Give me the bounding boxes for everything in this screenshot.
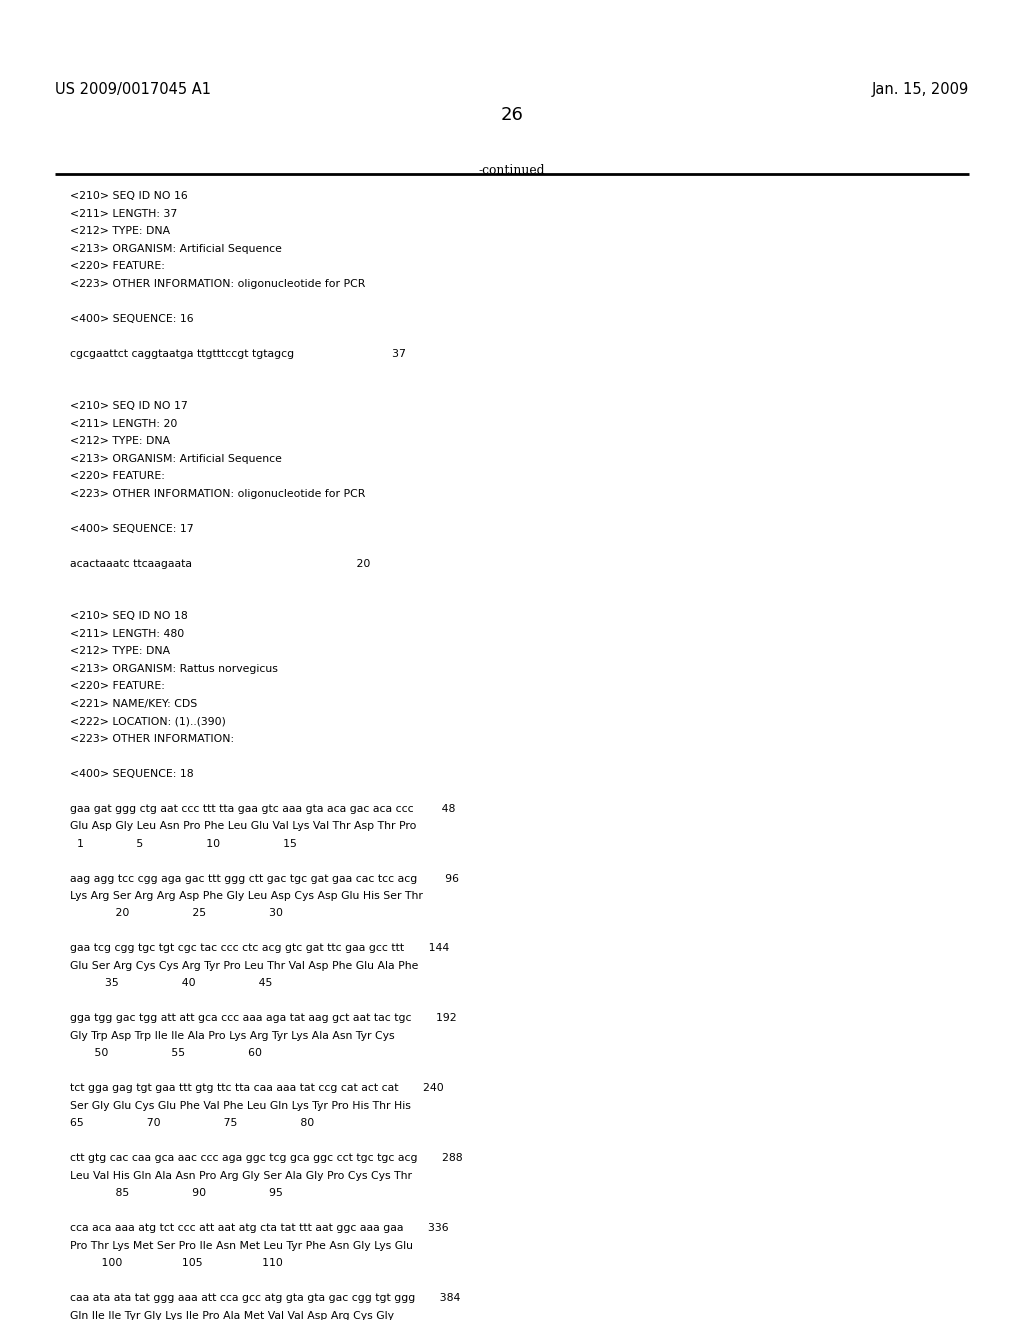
Text: <220> FEATURE:: <220> FEATURE: — [70, 471, 165, 482]
Text: <210> SEQ ID NO 18: <210> SEQ ID NO 18 — [70, 611, 187, 622]
Text: <223> OTHER INFORMATION: oligonucleotide for PCR: <223> OTHER INFORMATION: oligonucleotide… — [70, 488, 365, 499]
Text: <220> FEATURE:: <220> FEATURE: — [70, 681, 165, 692]
Text: 20                  25                  30: 20 25 30 — [70, 908, 283, 919]
Text: gga tgg gac tgg att att gca ccc aaa aga tat aag gct aat tac tgc       192: gga tgg gac tgg att att gca ccc aaa aga … — [70, 1014, 457, 1023]
Text: <212> TYPE: DNA: <212> TYPE: DNA — [70, 436, 170, 446]
Text: 26: 26 — [501, 106, 523, 124]
Text: Jan. 15, 2009: Jan. 15, 2009 — [871, 82, 969, 96]
Text: 1               5                  10                  15: 1 5 10 15 — [70, 838, 297, 849]
Text: <213> ORGANISM: Artificial Sequence: <213> ORGANISM: Artificial Sequence — [70, 454, 282, 463]
Text: 85                  90                  95: 85 90 95 — [70, 1188, 283, 1199]
Text: <222> LOCATION: (1)..(390): <222> LOCATION: (1)..(390) — [70, 715, 225, 726]
Text: <210> SEQ ID NO 17: <210> SEQ ID NO 17 — [70, 401, 187, 412]
Text: <210> SEQ ID NO 16: <210> SEQ ID NO 16 — [70, 191, 187, 202]
Text: Pro Thr Lys Met Ser Pro Ile Asn Met Leu Tyr Phe Asn Gly Lys Glu: Pro Thr Lys Met Ser Pro Ile Asn Met Leu … — [70, 1241, 413, 1251]
Text: aag agg tcc cgg aga gac ttt ggg ctt gac tgc gat gaa cac tcc acg        96: aag agg tcc cgg aga gac ttt ggg ctt gac … — [70, 874, 459, 883]
Text: <223> OTHER INFORMATION: oligonucleotide for PCR: <223> OTHER INFORMATION: oligonucleotide… — [70, 279, 365, 289]
Text: <400> SEQUENCE: 17: <400> SEQUENCE: 17 — [70, 524, 194, 533]
Text: Leu Val His Gln Ala Asn Pro Arg Gly Ser Ala Gly Pro Cys Cys Thr: Leu Val His Gln Ala Asn Pro Arg Gly Ser … — [70, 1171, 412, 1181]
Text: cca aca aaa atg tct ccc att aat atg cta tat ttt aat ggc aaa gaa       336: cca aca aaa atg tct ccc att aat atg cta … — [70, 1224, 449, 1233]
Text: <221> NAME/KEY: CDS: <221> NAME/KEY: CDS — [70, 698, 197, 709]
Text: Gln Ile Ile Tyr Gly Lys Ile Pro Ala Met Val Val Asp Arg Cys Gly: Gln Ile Ile Tyr Gly Lys Ile Pro Ala Met … — [70, 1311, 393, 1320]
Text: cgcgaattct caggtaatga ttgtttccgt tgtagcg                            37: cgcgaattct caggtaatga ttgtttccgt tgtagcg… — [70, 348, 406, 359]
Text: Gly Trp Asp Trp Ile Ile Ala Pro Lys Arg Tyr Lys Ala Asn Tyr Cys: Gly Trp Asp Trp Ile Ile Ala Pro Lys Arg … — [70, 1031, 394, 1041]
Text: 65                  70                  75                  80: 65 70 75 80 — [70, 1118, 314, 1129]
Text: Glu Ser Arg Cys Cys Arg Tyr Pro Leu Thr Val Asp Phe Glu Ala Phe: Glu Ser Arg Cys Cys Arg Tyr Pro Leu Thr … — [70, 961, 418, 972]
Text: tct gga gag tgt gaa ttt gtg ttc tta caa aaa tat ccg cat act cat       240: tct gga gag tgt gaa ttt gtg ttc tta caa … — [70, 1084, 443, 1093]
Text: acactaaatc ttcaagaata                                               20: acactaaatc ttcaagaata 20 — [70, 558, 370, 569]
Text: 50                  55                  60: 50 55 60 — [70, 1048, 262, 1059]
Text: <211> LENGTH: 37: <211> LENGTH: 37 — [70, 209, 177, 219]
Text: Glu Asp Gly Leu Asn Pro Phe Leu Glu Val Lys Val Thr Asp Thr Pro: Glu Asp Gly Leu Asn Pro Phe Leu Glu Val … — [70, 821, 416, 832]
Text: <223> OTHER INFORMATION:: <223> OTHER INFORMATION: — [70, 734, 233, 743]
Text: gaa tcg cgg tgc tgt cgc tac ccc ctc acg gtc gat ttc gaa gcc ttt       144: gaa tcg cgg tgc tgt cgc tac ccc ctc acg … — [70, 944, 449, 953]
Text: caa ata ata tat ggg aaa att cca gcc atg gta gta gac cgg tgt ggg       384: caa ata ata tat ggg aaa att cca gcc atg … — [70, 1294, 460, 1303]
Text: <213> ORGANISM: Artificial Sequence: <213> ORGANISM: Artificial Sequence — [70, 244, 282, 253]
Text: <212> TYPE: DNA: <212> TYPE: DNA — [70, 647, 170, 656]
Text: <220> FEATURE:: <220> FEATURE: — [70, 261, 165, 272]
Text: US 2009/0017045 A1: US 2009/0017045 A1 — [55, 82, 211, 96]
Text: <213> ORGANISM: Rattus norvegicus: <213> ORGANISM: Rattus norvegicus — [70, 664, 278, 673]
Text: -continued: -continued — [479, 164, 545, 177]
Text: <211> LENGTH: 480: <211> LENGTH: 480 — [70, 628, 184, 639]
Text: <211> LENGTH: 20: <211> LENGTH: 20 — [70, 418, 177, 429]
Text: Lys Arg Ser Arg Arg Asp Phe Gly Leu Asp Cys Asp Glu His Ser Thr: Lys Arg Ser Arg Arg Asp Phe Gly Leu Asp … — [70, 891, 423, 902]
Text: ctt gtg cac caa gca aac ccc aga ggc tcg gca ggc cct tgc tgc acg       288: ctt gtg cac caa gca aac ccc aga ggc tcg … — [70, 1154, 462, 1163]
Text: <400> SEQUENCE: 18: <400> SEQUENCE: 18 — [70, 768, 194, 779]
Text: 100                 105                 110: 100 105 110 — [70, 1258, 283, 1269]
Text: gaa gat ggg ctg aat ccc ttt tta gaa gtc aaa gta aca gac aca ccc        48: gaa gat ggg ctg aat ccc ttt tta gaa gtc … — [70, 804, 455, 813]
Text: 35                  40                  45: 35 40 45 — [70, 978, 272, 989]
Text: Ser Gly Glu Cys Glu Phe Val Phe Leu Gln Lys Tyr Pro His Thr His: Ser Gly Glu Cys Glu Phe Val Phe Leu Gln … — [70, 1101, 411, 1111]
Text: <400> SEQUENCE: 16: <400> SEQUENCE: 16 — [70, 314, 194, 323]
Text: <212> TYPE: DNA: <212> TYPE: DNA — [70, 226, 170, 236]
